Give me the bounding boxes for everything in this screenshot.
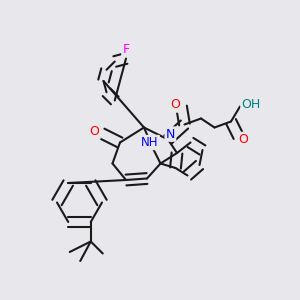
Text: O: O (238, 133, 248, 146)
Text: OH: OH (242, 98, 261, 111)
Text: NH: NH (141, 136, 159, 149)
Text: F: F (122, 43, 130, 56)
Text: O: O (171, 98, 180, 112)
Text: N: N (166, 128, 175, 141)
Text: O: O (90, 125, 99, 139)
